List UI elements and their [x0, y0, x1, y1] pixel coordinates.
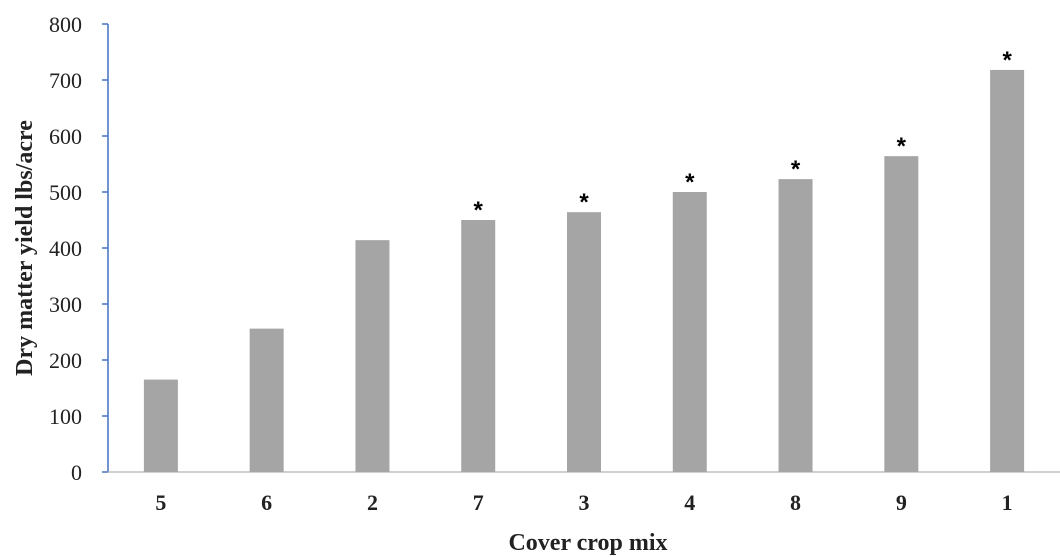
- bar-mix-9: [884, 156, 919, 472]
- bar-mix-1: [990, 69, 1025, 473]
- x-tick-label: 9: [896, 490, 907, 515]
- bar-mix-8: [778, 179, 813, 472]
- y-tick-label: 400: [49, 236, 82, 261]
- x-tick-label: 2: [367, 490, 378, 515]
- y-axis-title: Dry matter yield lbs/acre: [12, 120, 38, 376]
- x-tick-label: 1: [1002, 490, 1013, 515]
- y-tick-label: 600: [49, 124, 82, 149]
- x-tick-label: 7: [473, 490, 484, 515]
- bar-mix-6: [249, 328, 284, 472]
- y-tick-label: 800: [49, 12, 82, 37]
- bar-series: [143, 69, 1025, 473]
- y-tick-label: 300: [49, 292, 82, 317]
- y-tick-label: 100: [49, 404, 82, 429]
- x-axis-title: Cover crop mix: [508, 530, 667, 556]
- significance-star: *: [791, 156, 801, 183]
- bar-mix-7: [461, 220, 496, 472]
- significance-star: *: [685, 169, 695, 196]
- significance-star: *: [474, 197, 484, 224]
- x-tick-label: 5: [155, 490, 166, 515]
- y-tick-label: 700: [49, 68, 82, 93]
- bar-mix-4: [672, 192, 707, 472]
- x-axis: 5 6 2 7 3 4 8 9 1: [108, 471, 1060, 515]
- bar-mix-3: [567, 212, 601, 472]
- x-tick-label: 4: [684, 490, 695, 515]
- x-tick-label: 3: [579, 490, 590, 515]
- significance-markers: * * * * * *: [474, 47, 1013, 224]
- y-axis: 0 100 200 300 400 500 600 700 800: [49, 12, 109, 485]
- significance-star: *: [579, 189, 589, 216]
- y-tick-label: 200: [49, 348, 82, 373]
- significance-star: *: [897, 133, 907, 160]
- significance-star: *: [1002, 47, 1012, 74]
- x-tick-label: 8: [790, 490, 801, 515]
- y-tick-label: 0: [71, 460, 82, 485]
- x-tick-label: 6: [261, 490, 272, 515]
- bar-mix-2: [355, 240, 390, 472]
- bar-mix-5: [143, 379, 178, 472]
- y-tick-label: 500: [49, 180, 82, 205]
